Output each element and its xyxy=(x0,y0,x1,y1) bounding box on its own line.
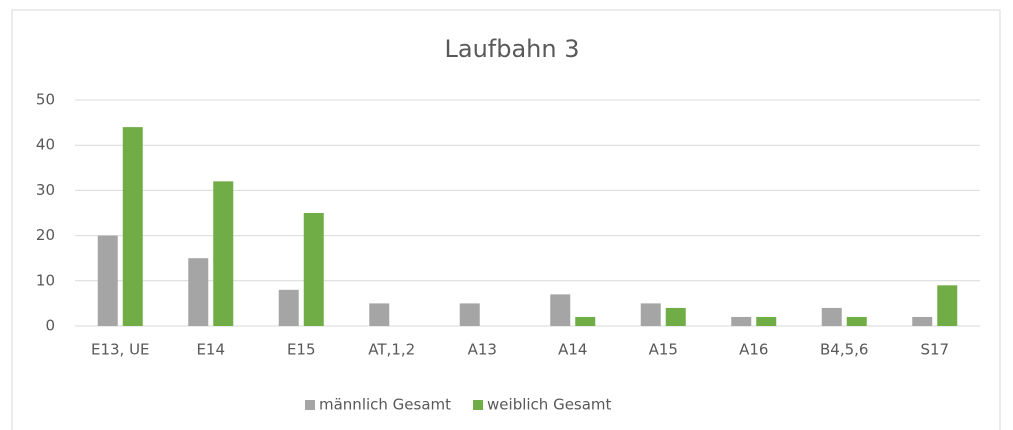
x-tick-label: A15 xyxy=(649,341,678,359)
y-tick-label: 0 xyxy=(45,317,55,335)
bar xyxy=(575,316,596,326)
x-tick-label: S17 xyxy=(920,341,949,359)
x-tick-label: A13 xyxy=(468,341,497,359)
chart-frame xyxy=(11,9,1001,430)
bar xyxy=(188,258,209,326)
bar xyxy=(937,285,958,326)
bar xyxy=(278,289,299,326)
chart-title: Laufbahn 3 xyxy=(445,35,580,63)
x-tick-label: E14 xyxy=(196,341,225,359)
y-tick-label: 20 xyxy=(36,226,55,244)
legend-label: weiblich Gesamt xyxy=(487,396,612,414)
bar xyxy=(303,213,324,326)
bar xyxy=(731,316,752,326)
x-tick-label: AT,1,2 xyxy=(368,341,415,359)
bar xyxy=(369,303,390,326)
x-tick-label: B4,5,6 xyxy=(820,341,868,359)
bar xyxy=(213,181,234,326)
y-tick-label: 30 xyxy=(36,181,55,199)
bar xyxy=(550,294,571,326)
x-tick-label: A16 xyxy=(739,341,768,359)
bar xyxy=(756,316,777,326)
y-tick-label: 10 xyxy=(36,271,55,289)
y-tick-label: 40 xyxy=(36,136,55,154)
bar xyxy=(640,303,661,326)
bar xyxy=(122,127,143,327)
legend-label: männlich Gesamt xyxy=(319,396,451,414)
legend-swatch xyxy=(305,400,315,410)
bar xyxy=(97,235,118,326)
bar xyxy=(665,307,686,326)
y-tick-label: 50 xyxy=(36,91,55,109)
bar xyxy=(846,316,867,326)
bar xyxy=(821,307,842,326)
x-tick-label: E13, UE xyxy=(91,341,150,359)
legend-swatch xyxy=(473,400,484,410)
x-tick-label: E15 xyxy=(287,341,316,359)
x-tick-label: A14 xyxy=(558,341,587,359)
bar xyxy=(912,316,933,326)
bar xyxy=(459,303,480,326)
